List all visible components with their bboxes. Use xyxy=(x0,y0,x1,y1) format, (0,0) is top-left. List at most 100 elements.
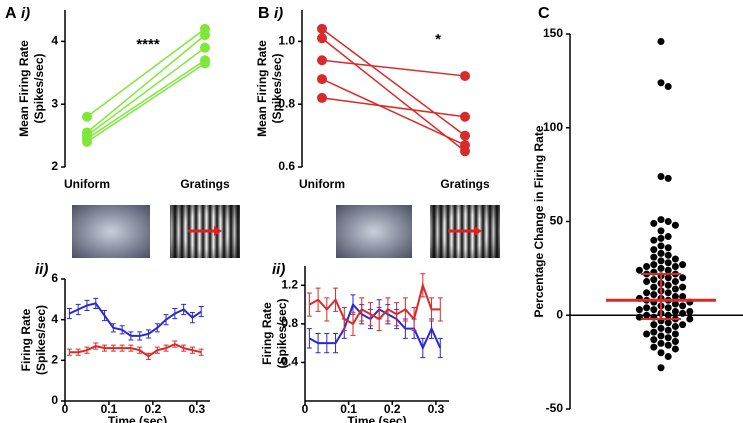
point xyxy=(317,55,327,66)
pair-line xyxy=(321,59,466,77)
y-axis-label: Mean Firing Rate xyxy=(17,40,31,137)
y-tick-label: 4 xyxy=(51,34,58,48)
pair-line xyxy=(86,59,206,140)
point xyxy=(664,218,672,225)
y-tick-label: 4 xyxy=(51,312,58,326)
point xyxy=(643,278,651,285)
point xyxy=(650,261,658,269)
pair-line xyxy=(86,28,206,118)
x-tick-label: Gratings xyxy=(440,177,490,191)
point xyxy=(657,249,665,257)
pair-line xyxy=(321,28,466,137)
point xyxy=(657,257,665,265)
point xyxy=(671,263,679,270)
point xyxy=(460,140,470,151)
point xyxy=(657,364,665,372)
point xyxy=(635,306,643,314)
point xyxy=(664,341,672,349)
error-bar xyxy=(437,297,443,322)
point xyxy=(650,253,658,261)
y-tick-label: 1.2 xyxy=(281,277,298,291)
uniform-image xyxy=(72,205,150,258)
pair-line xyxy=(86,34,206,134)
arrow-head xyxy=(474,226,482,236)
point xyxy=(643,289,651,297)
pair-line xyxy=(86,47,206,137)
point xyxy=(671,338,679,345)
point xyxy=(82,136,92,147)
point xyxy=(657,79,665,87)
point xyxy=(671,285,679,293)
point xyxy=(643,330,651,338)
point xyxy=(643,263,651,270)
point xyxy=(671,330,679,338)
point xyxy=(679,261,687,269)
point xyxy=(460,70,470,81)
subpanel-label: ii) xyxy=(35,261,48,278)
panel-label: A xyxy=(5,5,17,22)
point xyxy=(664,319,672,327)
point xyxy=(679,302,687,310)
point xyxy=(664,83,672,90)
point xyxy=(200,42,210,53)
point xyxy=(317,33,327,44)
point xyxy=(664,334,672,342)
y-tick-label: 3 xyxy=(51,96,58,110)
point xyxy=(460,130,470,141)
y-axis-label: Mean Firing Rate xyxy=(255,40,269,137)
point xyxy=(657,173,665,180)
point xyxy=(664,274,672,282)
y-tick-label: 1.0 xyxy=(278,34,295,48)
pair-line xyxy=(321,37,466,152)
subpanel-label: i) xyxy=(21,5,30,22)
point xyxy=(664,289,672,297)
x-tick-label: 0 xyxy=(62,402,69,416)
y-axis-label: (Spikes/sec) xyxy=(34,305,48,375)
point xyxy=(664,311,672,319)
y-tick-label: 150 xyxy=(543,26,563,40)
point xyxy=(664,353,672,360)
point xyxy=(650,219,658,227)
point xyxy=(657,332,665,340)
point xyxy=(657,242,665,250)
point xyxy=(671,308,679,315)
point xyxy=(82,111,92,122)
uniform-image xyxy=(336,205,412,258)
x-tick-label: 0.1 xyxy=(101,402,118,416)
subpanel-label: i) xyxy=(274,5,283,22)
x-tick-label: 0.3 xyxy=(428,402,445,416)
point xyxy=(650,283,658,291)
annotation: **** xyxy=(136,36,160,53)
point xyxy=(671,221,679,229)
point xyxy=(650,328,658,336)
point xyxy=(679,283,687,291)
point xyxy=(671,345,679,353)
point xyxy=(664,266,672,274)
point xyxy=(650,236,658,244)
point xyxy=(657,216,665,224)
point xyxy=(650,276,658,284)
point xyxy=(650,343,658,351)
point xyxy=(671,323,679,330)
y-tick-label: 0.8 xyxy=(281,316,298,330)
point xyxy=(664,281,672,289)
arrow-head xyxy=(214,226,222,236)
y-tick-label: 6 xyxy=(51,271,58,285)
point xyxy=(671,293,679,300)
point xyxy=(671,278,679,285)
y-axis-label: Percentage Change in Firing Rate xyxy=(532,125,546,317)
point xyxy=(657,227,665,235)
stimulus-images xyxy=(72,205,500,258)
y-tick-label: 0.4 xyxy=(281,355,298,369)
x-tick-label: 0.2 xyxy=(384,402,401,416)
series-line xyxy=(308,302,442,351)
point xyxy=(657,38,665,45)
x-tick-label: Uniform xyxy=(299,177,345,191)
point xyxy=(643,304,651,312)
point xyxy=(679,309,687,317)
x-tick-label: Gratings xyxy=(180,177,230,191)
point xyxy=(664,244,672,252)
point xyxy=(664,251,672,259)
point xyxy=(657,349,665,357)
